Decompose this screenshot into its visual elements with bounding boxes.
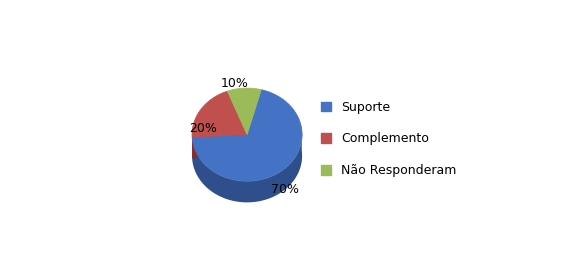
Text: 70%: 70% (271, 183, 299, 196)
Polygon shape (192, 135, 247, 158)
Text: 20%: 20% (189, 122, 217, 135)
Polygon shape (192, 90, 302, 181)
Polygon shape (192, 135, 247, 158)
Polygon shape (192, 91, 247, 137)
Polygon shape (192, 129, 302, 202)
Polygon shape (227, 88, 261, 135)
Legend: Suporte, Complemento, Não Responderam: Suporte, Complemento, Não Responderam (321, 101, 457, 177)
Text: 10%: 10% (221, 77, 248, 90)
